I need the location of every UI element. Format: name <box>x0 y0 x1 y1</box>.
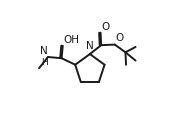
Text: O: O <box>102 22 110 32</box>
Text: OH: OH <box>63 35 79 45</box>
Text: O: O <box>115 33 123 43</box>
Text: H: H <box>41 58 48 67</box>
Text: N: N <box>86 41 94 51</box>
Text: N: N <box>40 46 48 56</box>
